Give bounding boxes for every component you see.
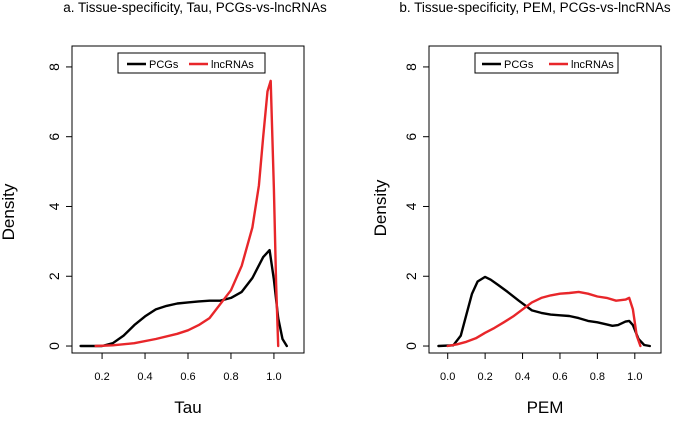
panel-b-y-tick-label: 4 — [403, 202, 419, 210]
panel-a: a. Tissue-specificity, Tau, PCGs-vs-lncR… — [0, 0, 327, 417]
panel-b-x-tick-label: 0.6 — [552, 371, 567, 383]
panel-b-y-tick-label: 6 — [403, 133, 419, 141]
panel-b-legend: PCGs lncRNAs — [474, 52, 619, 74]
panel-b-frame — [428, 45, 662, 354]
panel-a-y-tick-label: 2 — [46, 272, 62, 280]
panel-b-title: b. Tissue-specificity, PEM, PCGs-vs-lncR… — [399, 0, 671, 15]
panel-b-legend-label-pcgs: PCGs — [504, 59, 534, 71]
panel-b-y-tick-label: 8 — [403, 63, 419, 71]
panel-a-x-ticks: 0.2 0.4 0.6 0.8 1.0 — [94, 353, 282, 383]
panel-a-legend: PCGs lncRNAs — [117, 52, 266, 74]
panel-a-y-tick-label: 6 — [46, 133, 62, 141]
panel-a-title: a. Tissue-specificity, Tau, PCGs-vs-lncR… — [63, 0, 327, 15]
panel-b-y-label: Density — [371, 179, 390, 236]
panel-a-frame — [71, 45, 305, 354]
panel-a-x-tick-label: 0.6 — [180, 371, 195, 383]
panel-a-y-tick-label: 4 — [46, 202, 62, 210]
panel-a-line-pcgs — [79, 248, 288, 348]
panel-b-legend-label-lncrnas: lncRNAs — [571, 59, 614, 71]
panel-a-y-ticks: 0 2 4 6 8 — [46, 63, 72, 350]
panel-a-legend-label-pcgs: PCGs — [149, 59, 179, 71]
panel-a-x-tick-label: 0.2 — [94, 371, 109, 383]
panel-a-x-tick-label: 1.0 — [266, 371, 281, 383]
panel-b-legend-box — [474, 52, 619, 74]
panel-a-y-tick-label: 8 — [46, 63, 62, 71]
panel-b-y-ticks: 0 2 4 6 8 — [403, 63, 429, 350]
panel-b-line-pcgs — [437, 275, 651, 348]
panel-a-series — [79, 79, 288, 348]
panel-b-x-tick-label: 0.4 — [515, 371, 530, 383]
panel-a-legend-label-lncrnas: lncRNAs — [211, 59, 254, 71]
panel-b-x-tick-label: 0.2 — [477, 371, 492, 383]
panel-b-x-tick-label: 0.8 — [590, 371, 605, 383]
panel-a-line-lncrnas — [94, 79, 280, 348]
panel-a-y-label: Density — [0, 183, 18, 240]
panel-a-x-tick-label: 0.4 — [137, 371, 152, 383]
panel-a-y-tick-label: 0 — [46, 342, 62, 350]
panel-a-x-tick-label: 0.8 — [223, 371, 238, 383]
panel-b-x-tick-label: 0.0 — [440, 371, 455, 383]
panel-b-x-label: PEM — [527, 398, 564, 417]
panel-b-line-lncrnas — [446, 290, 642, 348]
panel-b-series — [437, 275, 651, 348]
panel-a-x-label: Tau — [174, 398, 201, 417]
panel-b-x-ticks: 0.0 0.2 0.4 0.6 0.8 1.0 — [440, 353, 642, 383]
panel-b-y-tick-label: 2 — [403, 272, 419, 280]
panel-b-x-tick-label: 1.0 — [627, 371, 642, 383]
panel-b: b. Tissue-specificity, PEM, PCGs-vs-lncR… — [371, 0, 671, 417]
panel-b-y-tick-label: 0 — [403, 342, 419, 350]
